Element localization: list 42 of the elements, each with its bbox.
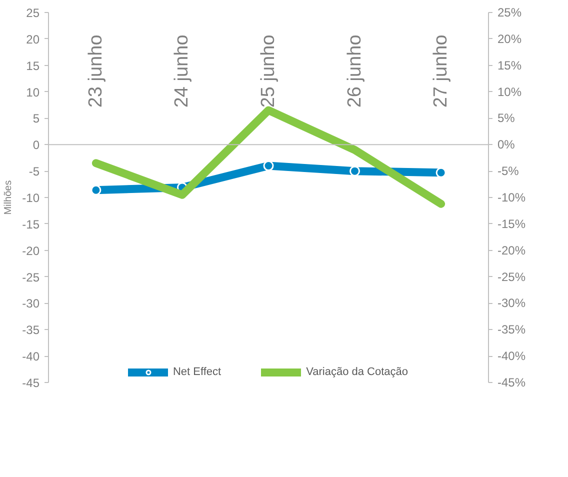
y-tick-label: 5 [32,112,40,126]
y2-tick-label: 0% [498,138,516,152]
point [350,166,360,176]
y-tick-label: -35 [22,323,40,338]
y-tick-label: 25 [26,6,40,20]
x-tick-label: 25 junho [258,34,279,108]
y-tick-label: -5 [28,164,40,179]
x-tick-label: 26 junho [344,34,366,108]
y-axis-title: Milhões [3,180,14,215]
y2-tick-label: 10% [498,84,522,99]
y2-tick-label: -30% [498,296,526,310]
y2-tick-label: -10% [498,190,526,204]
y2-tick-label: 25% [498,6,522,20]
y2-tick-label: -25% [498,270,526,284]
y2-tick-label: -5% [498,164,520,178]
y2-tick-label: 5% [498,111,516,126]
y2-tick-label: -40% [498,349,526,364]
y-tick-label: -10 [22,191,40,205]
y-tick-label: 20 [26,32,40,46]
y2-tick-label: -20% [498,243,526,258]
y-tick-label: -45 [22,376,40,390]
point [90,184,102,196]
point [436,167,446,178]
legend-label: Variação da Cotação [306,366,408,378]
y-tick-label: -25 [22,270,40,284]
y-tick-label: 0 [32,138,40,152]
y2-tick-label: -45% [498,376,526,390]
y2-tick-label: -15% [498,216,526,231]
y-tick-label: -40 [22,350,40,364]
point [263,160,274,172]
y2-tick-label: -35% [498,322,526,337]
y-tick-label: -15 [22,217,40,232]
y-tick-label: -20 [22,244,40,258]
x-tick-label: 27 junho [430,34,452,108]
y-tick-label: 10 [26,85,40,100]
x-tick-label: 23 junho [85,34,106,108]
y2-tick-label: 15% [498,58,522,72]
y-tick-label: 15 [26,58,40,73]
y-tick-label: -30 [22,296,40,311]
legend-label: Net Effect [172,366,222,378]
y2-tick-label: 20% [498,32,522,46]
x-tick-label: 24 junho [172,34,193,108]
